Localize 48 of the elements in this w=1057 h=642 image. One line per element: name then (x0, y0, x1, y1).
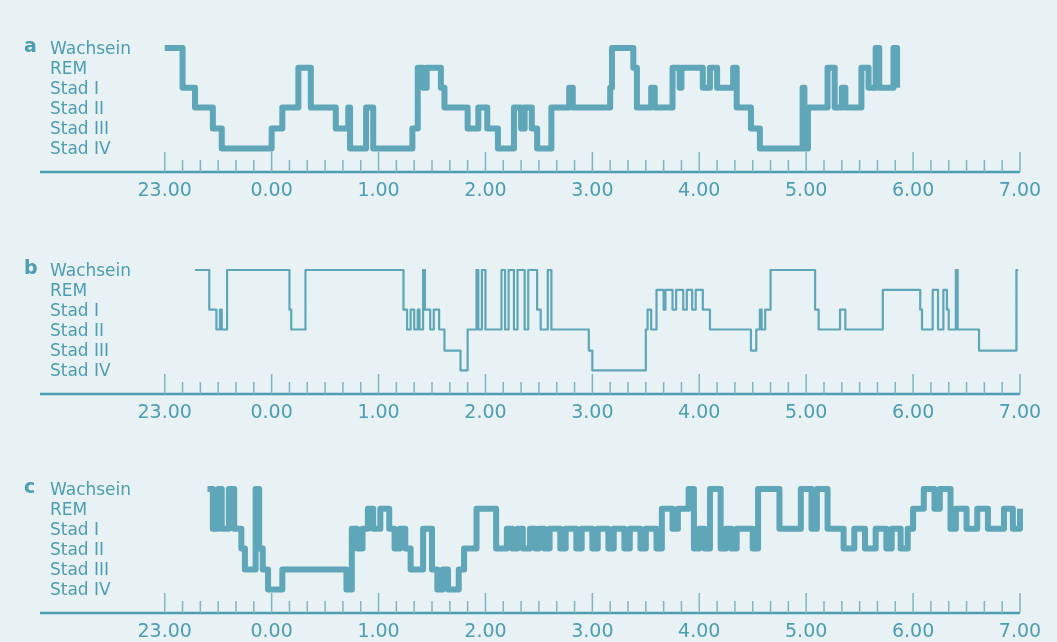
x-tick-label: 3.00 (571, 178, 614, 200)
annotation: REM (50, 498, 88, 519)
annotation: Stad I (50, 77, 100, 98)
annotation: Wachsein (50, 37, 132, 58)
annotation: Stad IV (50, 137, 112, 158)
annotation: Stad I (50, 299, 100, 320)
x-tick-label: 23.00 (137, 178, 192, 200)
annotation: Stad II (50, 97, 105, 118)
x-tick-label: 6.00 (891, 619, 935, 641)
x-tick-label: 5.00 (785, 619, 828, 641)
x-tick-label: 4.00 (678, 400, 721, 422)
x-tick-label: 3.00 (571, 619, 614, 641)
x-tick-label: 7.00 (998, 619, 1042, 641)
x-tick-label: 4.00 (678, 178, 721, 200)
annotation: REM (50, 57, 88, 78)
x-tick-label: 3.00 (571, 400, 614, 422)
x-tick-label: 1.00 (357, 619, 400, 641)
annotation: Wachsein (50, 259, 132, 280)
annotation: Stad II (50, 319, 105, 340)
annotation: Stad III (50, 339, 110, 360)
x-tick-label: 7.00 (998, 400, 1042, 422)
annotation: Stad II (50, 538, 105, 559)
annotation: REM (50, 279, 88, 300)
annotation: Wachsein (50, 478, 132, 499)
annotation: Stad III (50, 117, 110, 138)
annotation: Stad I (50, 518, 100, 539)
x-tick-label: 5.00 (785, 178, 828, 200)
x-tick-label: 6.00 (891, 400, 935, 422)
x-tick-label: 2.00 (464, 400, 507, 422)
x-tick-label: 0.00 (250, 619, 293, 641)
chart-title: c (24, 475, 36, 497)
x-tick-label: 1.00 (357, 178, 400, 200)
x-tick-label: 0.00 (250, 400, 293, 422)
x-tick-label: 1.00 (357, 400, 400, 422)
x-tick-label: 4.00 (678, 619, 721, 641)
x-tick-label: 0.00 (250, 178, 293, 200)
chart-title: a (24, 34, 37, 56)
annotation: Stad IV (50, 578, 112, 599)
x-tick-label: 23.00 (137, 619, 192, 641)
x-tick-label: 2.00 (464, 178, 507, 200)
x-tick-label: 7.00 (998, 178, 1042, 200)
x-tick-label: 23.00 (137, 400, 192, 422)
annotation: Stad III (50, 558, 110, 579)
x-tick-label: 6.00 (891, 178, 935, 200)
x-tick-label: 2.00 (464, 619, 507, 641)
x-tick-label: 5.00 (785, 400, 828, 422)
chart-title: b (24, 256, 38, 278)
annotation: Stad IV (50, 359, 112, 380)
